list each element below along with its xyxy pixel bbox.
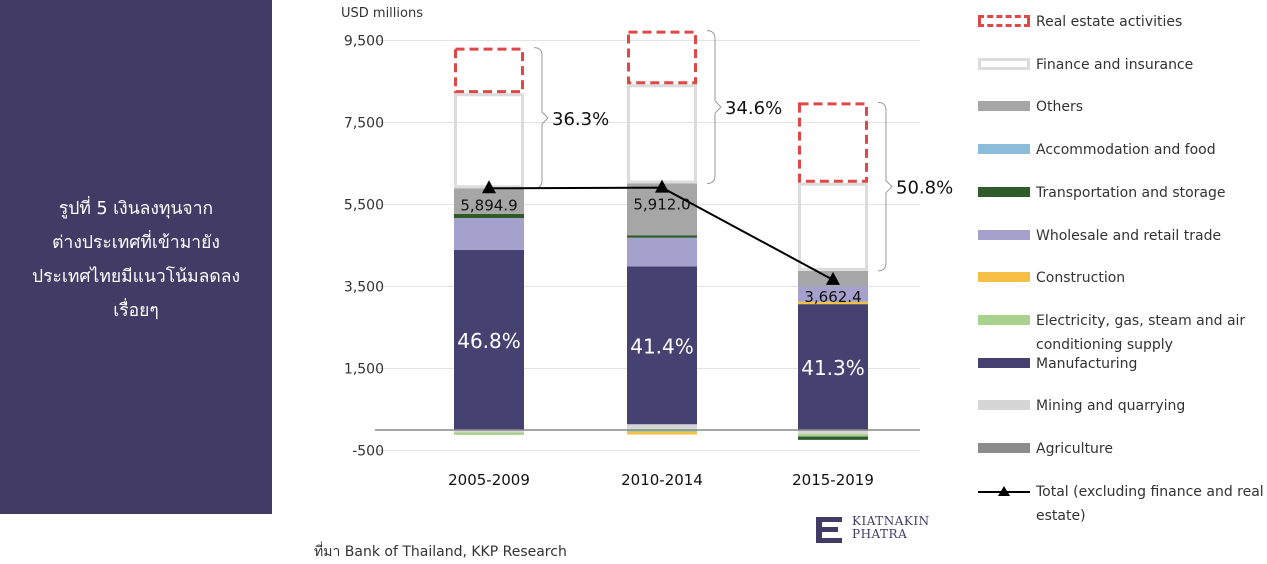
legend-swatch bbox=[978, 187, 1030, 197]
total-line-marker bbox=[482, 180, 496, 194]
chart-legend: Real estate activities Finance and insura… bbox=[976, 0, 1266, 540]
bar-segment-wholesale bbox=[454, 218, 524, 251]
figure-title-line: เรื่อยๆ bbox=[113, 301, 159, 321]
legend-swatch bbox=[978, 144, 1030, 154]
bar-segment-real_estate bbox=[627, 30, 697, 85]
legend-label: Finance and insurance bbox=[1036, 57, 1194, 73]
legend-swatch bbox=[978, 230, 1030, 240]
legend-label: Others bbox=[1036, 99, 1084, 115]
total-line-marker bbox=[826, 271, 840, 285]
legend-label: Agriculture bbox=[1036, 441, 1113, 457]
bar-segment-electricity bbox=[454, 432, 524, 435]
side-panel: รูปที่ 5 เงินลงทุนจาก ต่างประเทศที่เข้าม… bbox=[0, 0, 272, 514]
bar-segment-mining bbox=[798, 430, 868, 435]
manufacturing-share-label: 46.8% bbox=[457, 329, 521, 353]
finance-realestate-share-label: 36.3% bbox=[552, 109, 609, 130]
legend-label: Accommodation and food bbox=[1036, 142, 1216, 158]
legend-label: Real estate activities bbox=[1036, 14, 1183, 30]
total-line-marker bbox=[655, 179, 669, 193]
legend-label: Total (excluding finance and real estate… bbox=[1036, 484, 1264, 524]
bar-segment-electricity bbox=[798, 434, 868, 437]
bar-segment-construction bbox=[798, 301, 868, 305]
bar-segment-real_estate bbox=[454, 47, 524, 94]
y-tick-label: 1,500 bbox=[344, 362, 384, 378]
bar-segment-finance bbox=[454, 93, 524, 189]
source-note: ที่มา Bank of Thailand, KKP Research bbox=[314, 544, 567, 560]
finance-realestate-share-label: 34.6% bbox=[725, 98, 782, 119]
annotations: 46.8% 36.3% 41.4% 34.6% 41.3% 50.8% bbox=[457, 30, 953, 380]
total-value-label: 5,894.9 bbox=[460, 196, 517, 214]
y-tick-label: -500 bbox=[352, 444, 384, 460]
total-line: 5,894.9 5,912.0 3,662.4 bbox=[460, 179, 862, 306]
bar-segment-electricity bbox=[627, 430, 697, 433]
legend-label: Wholesale and retail trade bbox=[1036, 228, 1222, 244]
legend-label: Electricity, gas, steam and air conditio… bbox=[1036, 313, 1246, 353]
figure-title-line: รูปที่ 5 เงินลงทุนจาก bbox=[58, 199, 214, 219]
y-tick-label: 9,500 bbox=[344, 34, 384, 50]
legend-swatch bbox=[978, 101, 1030, 111]
figure-title-line: ประเทศไทยมีแนวโน้มลดลง bbox=[32, 267, 240, 287]
manufacturing-share-label: 41.3% bbox=[801, 356, 865, 380]
legend-swatch bbox=[978, 272, 1030, 282]
legend-swatch bbox=[978, 315, 1030, 325]
legend-label: Mining and quarrying bbox=[1036, 398, 1186, 414]
kiatnakin-phatra-logo: KIATNAKIN PHATRA bbox=[812, 513, 952, 549]
bar-segment-transport bbox=[454, 213, 524, 219]
bar-segment-wholesale bbox=[627, 237, 697, 267]
share-brace bbox=[877, 101, 893, 272]
manufacturing-share-label: 41.4% bbox=[630, 334, 694, 358]
y-unit-label: USD millions bbox=[341, 6, 423, 21]
legend-swatch bbox=[978, 58, 1030, 70]
logo-line-2: PHATRA bbox=[852, 527, 908, 541]
bar-segment-mining bbox=[627, 424, 697, 430]
stacked-bar-chart: USD millions 9,500 7,500 5,500 3,500 1,500 -50… bbox=[341, 6, 953, 489]
bar-segment-finance bbox=[627, 84, 697, 184]
bar-segment-manufacturing bbox=[454, 250, 524, 430]
bars bbox=[454, 30, 868, 440]
share-brace bbox=[533, 47, 549, 189]
total-value-label: 5,912.0 bbox=[633, 196, 690, 214]
logo-line-1: KIATNAKIN bbox=[852, 514, 930, 528]
legend-label: Transportation and storage bbox=[1036, 185, 1226, 201]
legend-swatch bbox=[978, 443, 1030, 453]
legend-label: Construction bbox=[1036, 270, 1126, 286]
bar-segment-manufacturing bbox=[627, 266, 697, 425]
y-tick-label: 7,500 bbox=[344, 116, 384, 132]
logo-mark-icon bbox=[816, 517, 842, 543]
x-tick-label: 2015-2019 bbox=[792, 471, 874, 489]
legend-swatch bbox=[978, 486, 1030, 496]
figure-title-line: ต่างประเทศที่เข้ามายัง bbox=[52, 233, 220, 253]
y-tick-label: 3,500 bbox=[344, 280, 384, 296]
x-tick-label: 2005-2009 bbox=[448, 471, 530, 489]
bar-segment-transport bbox=[627, 235, 697, 238]
bar-segment-real_estate bbox=[798, 102, 868, 183]
bar-segment-manufacturing bbox=[798, 304, 868, 430]
legend-swatch bbox=[978, 400, 1030, 410]
bar-segment-mining bbox=[454, 430, 524, 433]
legend-swatch bbox=[978, 358, 1030, 368]
legend-swatch bbox=[978, 15, 1030, 27]
share-brace bbox=[706, 30, 722, 185]
legend-label: Manufacturing bbox=[1036, 356, 1138, 372]
bar-segment-construction bbox=[627, 432, 697, 435]
axes: USD millions 9,500 7,500 5,500 3,500 1,500 -50… bbox=[341, 6, 920, 489]
finance-realestate-share-label: 50.8% bbox=[896, 178, 953, 199]
figure-title: รูปที่ 5 เงินลงทุนจาก ต่างประเทศที่เข้าม… bbox=[18, 192, 254, 328]
total-value-label: 3,662.4 bbox=[804, 288, 861, 306]
y-tick-label: 5,500 bbox=[344, 198, 384, 214]
bar-segment-finance bbox=[798, 182, 868, 271]
logo-text: KIATNAKIN PHATRA bbox=[852, 515, 930, 541]
bar-segment-wholesale bbox=[798, 286, 868, 302]
bar-segment-transport bbox=[798, 436, 868, 440]
legend-triangle-icon bbox=[998, 486, 1010, 496]
x-tick-label: 2010-2014 bbox=[621, 471, 703, 489]
